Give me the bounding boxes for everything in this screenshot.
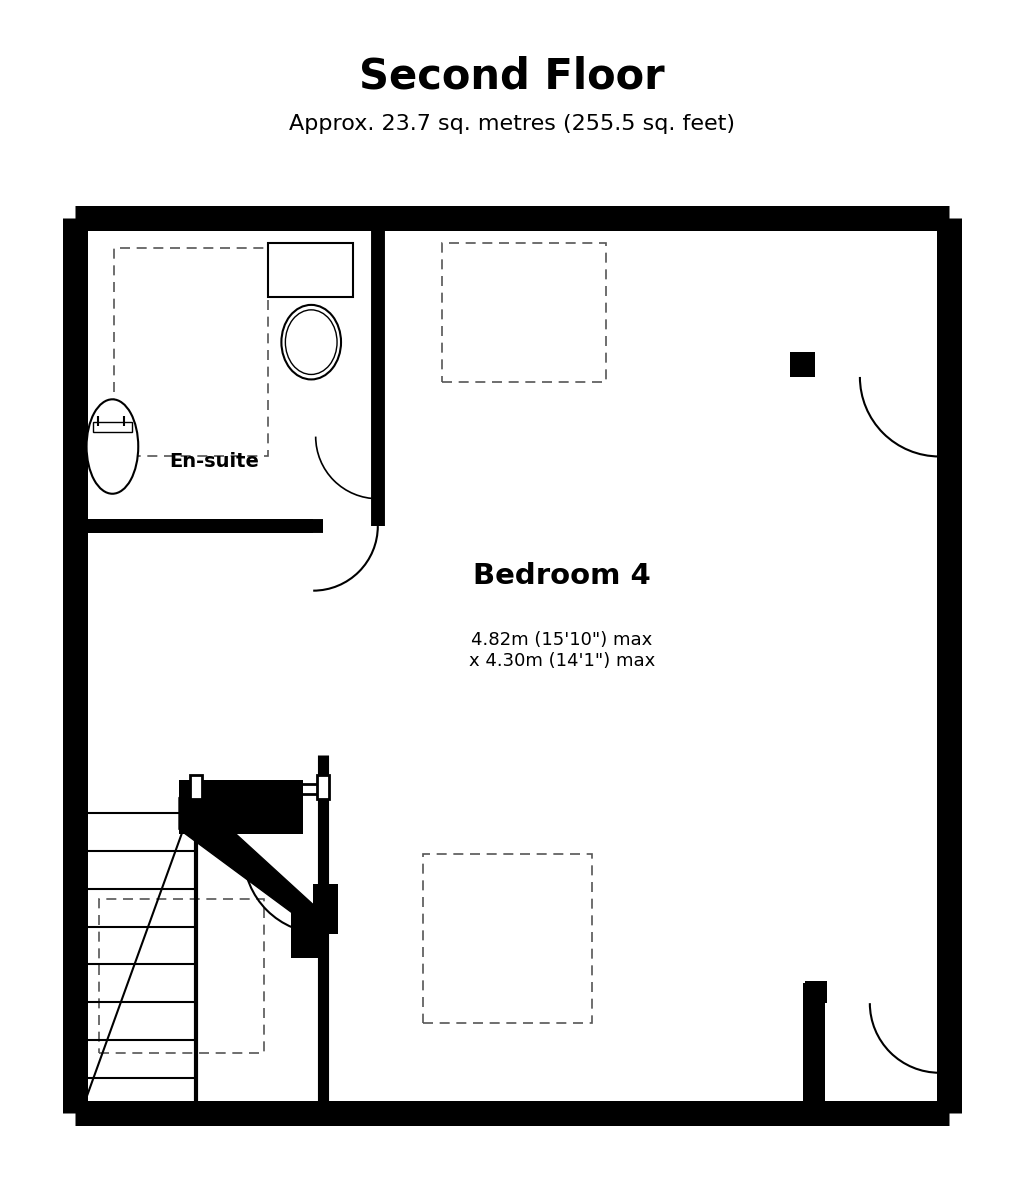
Bar	[317, 775, 329, 799]
Polygon shape	[179, 797, 324, 914]
Text: En-suite: En-suite	[169, 452, 259, 470]
Text: Bedroom 4: Bedroom 4	[473, 561, 650, 590]
Bar	[317, 775, 329, 799]
Bar	[805, 981, 827, 1003]
Ellipse shape	[87, 400, 138, 494]
Bar	[115, 248, 268, 456]
Bar	[189, 775, 202, 799]
Bar	[313, 884, 338, 934]
Ellipse shape	[286, 310, 337, 375]
Bar	[85, 228, 939, 1102]
Bar	[803, 983, 825, 1113]
Bar	[268, 243, 353, 297]
Bar	[292, 904, 324, 959]
Ellipse shape	[282, 305, 341, 380]
Bar	[189, 775, 202, 799]
Bar	[92, 422, 132, 432]
Bar	[423, 854, 592, 1023]
Bar	[179, 779, 303, 835]
Text: Approx. 23.7 sq. metres (255.5 sq. feet): Approx. 23.7 sq. metres (255.5 sq. feet)	[289, 114, 735, 133]
Text: Second Floor: Second Floor	[359, 55, 665, 98]
Text: 4.82m (15'10") max
x 4.30m (14'1") max: 4.82m (15'10") max x 4.30m (14'1") max	[469, 631, 654, 670]
Bar	[268, 243, 353, 297]
Bar	[442, 243, 606, 382]
Bar	[99, 898, 263, 1053]
Bar	[791, 353, 815, 377]
